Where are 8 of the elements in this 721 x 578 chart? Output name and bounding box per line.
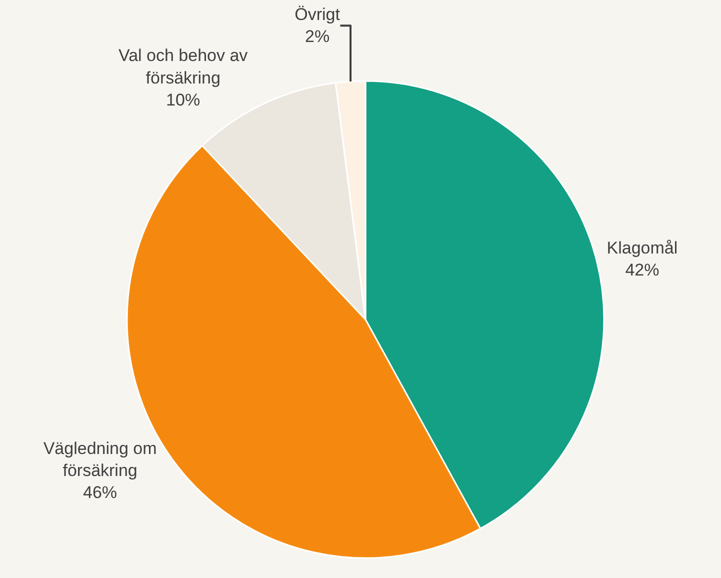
data-label: 2% (305, 27, 330, 46)
slice-label: Vägledning om försäkring (43, 439, 157, 480)
slice-label: Klagomål (606, 238, 678, 258)
data-label: 42% (625, 260, 660, 280)
slice-label: Val och behov av försäkring (118, 46, 248, 88)
data-label: 10% (166, 90, 200, 110)
slice-label: Övrigt (294, 5, 340, 24)
data-label: 46% (83, 483, 118, 502)
